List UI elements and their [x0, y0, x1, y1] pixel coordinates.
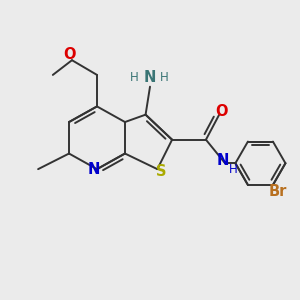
Text: O: O	[215, 103, 228, 118]
Text: H: H	[130, 71, 139, 84]
Text: N: N	[144, 70, 156, 86]
Text: S: S	[156, 164, 166, 179]
Text: O: O	[63, 47, 76, 62]
Text: N: N	[88, 162, 100, 177]
Text: H: H	[229, 163, 238, 176]
Text: H: H	[160, 71, 169, 84]
Text: N: N	[217, 153, 229, 168]
Text: Br: Br	[268, 184, 286, 199]
